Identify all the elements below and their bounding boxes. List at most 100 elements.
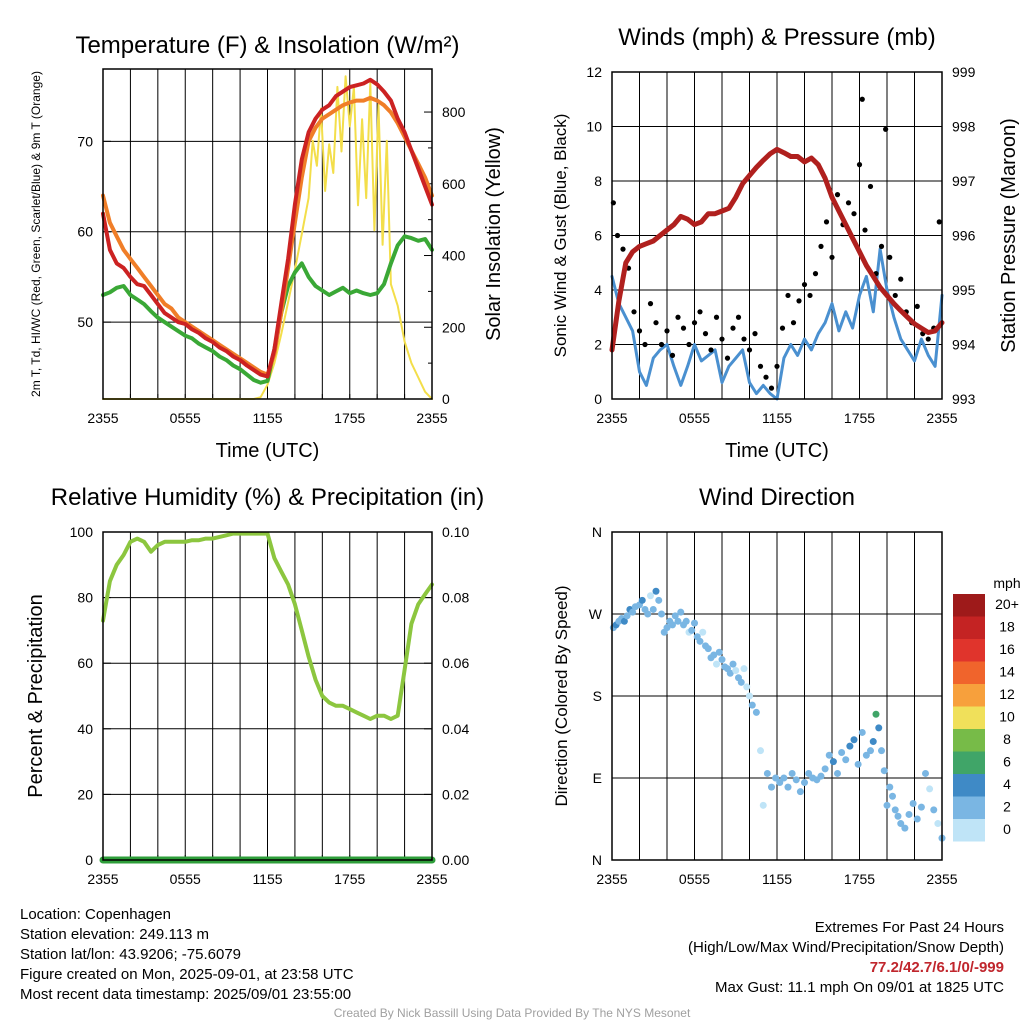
- colorbar-label: 16: [999, 641, 1015, 657]
- y-right-tick-label: 200: [442, 319, 466, 335]
- gust-point: [812, 271, 819, 277]
- direction-point: [726, 669, 734, 677]
- credit-text: Created By Nick Bassill Using Data Provi…: [333, 1006, 691, 1020]
- series-line: [102, 75, 433, 400]
- direction-point: [854, 760, 862, 768]
- direction-point: [891, 806, 899, 814]
- direction-point: [759, 801, 767, 809]
- x-tick-label: 2355: [416, 871, 447, 887]
- y-tick-label: 12: [586, 64, 602, 80]
- direction-point: [732, 666, 740, 674]
- created-text: Figure created on Mon, 2025-09-01, at 23…: [20, 966, 354, 983]
- latlon-text: Station lat/lon: 43.9206; -75.6079: [20, 946, 242, 963]
- direction-point: [729, 660, 737, 668]
- direction-point: [647, 592, 654, 600]
- colorbar-title: mph: [993, 575, 1020, 591]
- gust-point: [859, 96, 865, 102]
- direction-point: [743, 683, 751, 691]
- y-right-tick-label: 993: [952, 391, 976, 407]
- direction-point: [917, 803, 925, 811]
- y-right-tick-label: 998: [952, 119, 976, 135]
- direction-point: [715, 648, 723, 656]
- gust-point: [664, 328, 670, 334]
- series-line: [101, 234, 434, 385]
- colorbar-label: 0: [1003, 821, 1011, 837]
- gust-point: [785, 292, 791, 299]
- chart-title: Winds (mph) & Pressure (mb): [618, 24, 935, 51]
- direction-point: [796, 788, 804, 796]
- direction-point: [862, 751, 870, 759]
- gust-point: [757, 363, 764, 369]
- extremes-subtitle: (High/Low/Max Wind/Precipitation/Snow De…: [688, 939, 1004, 956]
- direction-point: [629, 608, 637, 616]
- colorbar: mph 20+ 18 16 14 12 10 8 6 4 2 0: [953, 575, 1021, 842]
- direction-point: [718, 656, 726, 664]
- direction-point: [858, 728, 866, 736]
- chart-title: Relative Humidity (%) & Precipitation (i…: [51, 484, 484, 511]
- direction-point: [655, 596, 663, 604]
- y-right-tick-label: 0.06: [442, 655, 469, 671]
- station-info: Location: Copenhagen Station elevation: …: [20, 905, 354, 1005]
- gust-point: [752, 331, 758, 337]
- direction-point: [737, 678, 745, 686]
- gust-point: [914, 303, 920, 309]
- colorbar-label: 6: [1003, 754, 1011, 770]
- chart-panel-3: 2355 0555 1155 1755 2355 Relative Humidity (%…: [25, 484, 484, 887]
- chart-panel-2: 2355 0555 1155 1755 2355 Winds (mph) & Pressu…: [551, 24, 1020, 462]
- gust-point: [936, 219, 942, 225]
- direction-point: [784, 783, 792, 791]
- elevation-text: Station elevation: 249.113 m: [20, 926, 210, 943]
- x-tick-label: 2355: [87, 410, 118, 426]
- y-tick-label: N: [592, 852, 602, 868]
- y-right-tick-label: 995: [952, 282, 976, 298]
- gust-point: [647, 301, 654, 307]
- x-tick-label: 1755: [844, 410, 875, 426]
- y-right-axis-label: Station Pressure (Maroon): [998, 118, 1020, 353]
- direction-point: [620, 617, 628, 625]
- extremes-values: 77.2/42.7/6.1/0/-999: [869, 959, 1004, 976]
- gust-point: [779, 325, 786, 331]
- direction-point: [875, 724, 883, 732]
- plot-border: [611, 531, 943, 861]
- direction-point: [842, 756, 850, 764]
- direction-point: [894, 812, 902, 820]
- gust-point: [823, 219, 830, 225]
- y-tick-label: 40: [77, 721, 93, 737]
- x-tick-label: 2355: [926, 410, 957, 426]
- x-axis-label: Time (UTC): [216, 440, 320, 462]
- direction-point: [801, 779, 808, 787]
- gust-point: [796, 298, 802, 304]
- direction-point: [740, 665, 748, 673]
- gust-point: [801, 281, 808, 288]
- y-right-tick-label: 997: [952, 173, 976, 189]
- gust-point: [691, 320, 698, 326]
- direction-point: [880, 767, 888, 775]
- y-right-tick-label: 999: [952, 64, 976, 80]
- x-tick-label: 0555: [679, 410, 710, 426]
- series-line: [101, 531, 434, 721]
- gust-point: [829, 254, 835, 260]
- direction-point: [763, 769, 771, 777]
- direction-point: [825, 751, 833, 759]
- y-tick-label: 4: [594, 282, 602, 298]
- gust-point: [735, 314, 742, 320]
- direction-point: [850, 736, 858, 744]
- direction-point: [780, 774, 788, 782]
- gust-point: [862, 227, 868, 233]
- plot-border: [102, 531, 433, 861]
- direction-point: [930, 806, 938, 814]
- direction-point: [909, 800, 917, 808]
- y-tick-label: 8: [594, 173, 602, 189]
- gust-point: [845, 200, 852, 206]
- y-axis-label: 2m T, Td, HI/WC (Red, Green, Scarlet/Blu…: [29, 71, 43, 397]
- colorbar-label: 14: [999, 664, 1015, 680]
- extremes-panel: Extremes For Past 24 Hours (High/Low/Max…: [688, 918, 1004, 998]
- colorbar-swatch: [953, 639, 985, 662]
- y-tick-label: 70: [77, 133, 93, 149]
- colorbar-swatch: [953, 706, 985, 729]
- y-tick-label: S: [593, 688, 602, 704]
- y-right-tick-label: 0: [442, 391, 450, 407]
- direction-point: [696, 637, 704, 645]
- direction-point: [829, 758, 837, 766]
